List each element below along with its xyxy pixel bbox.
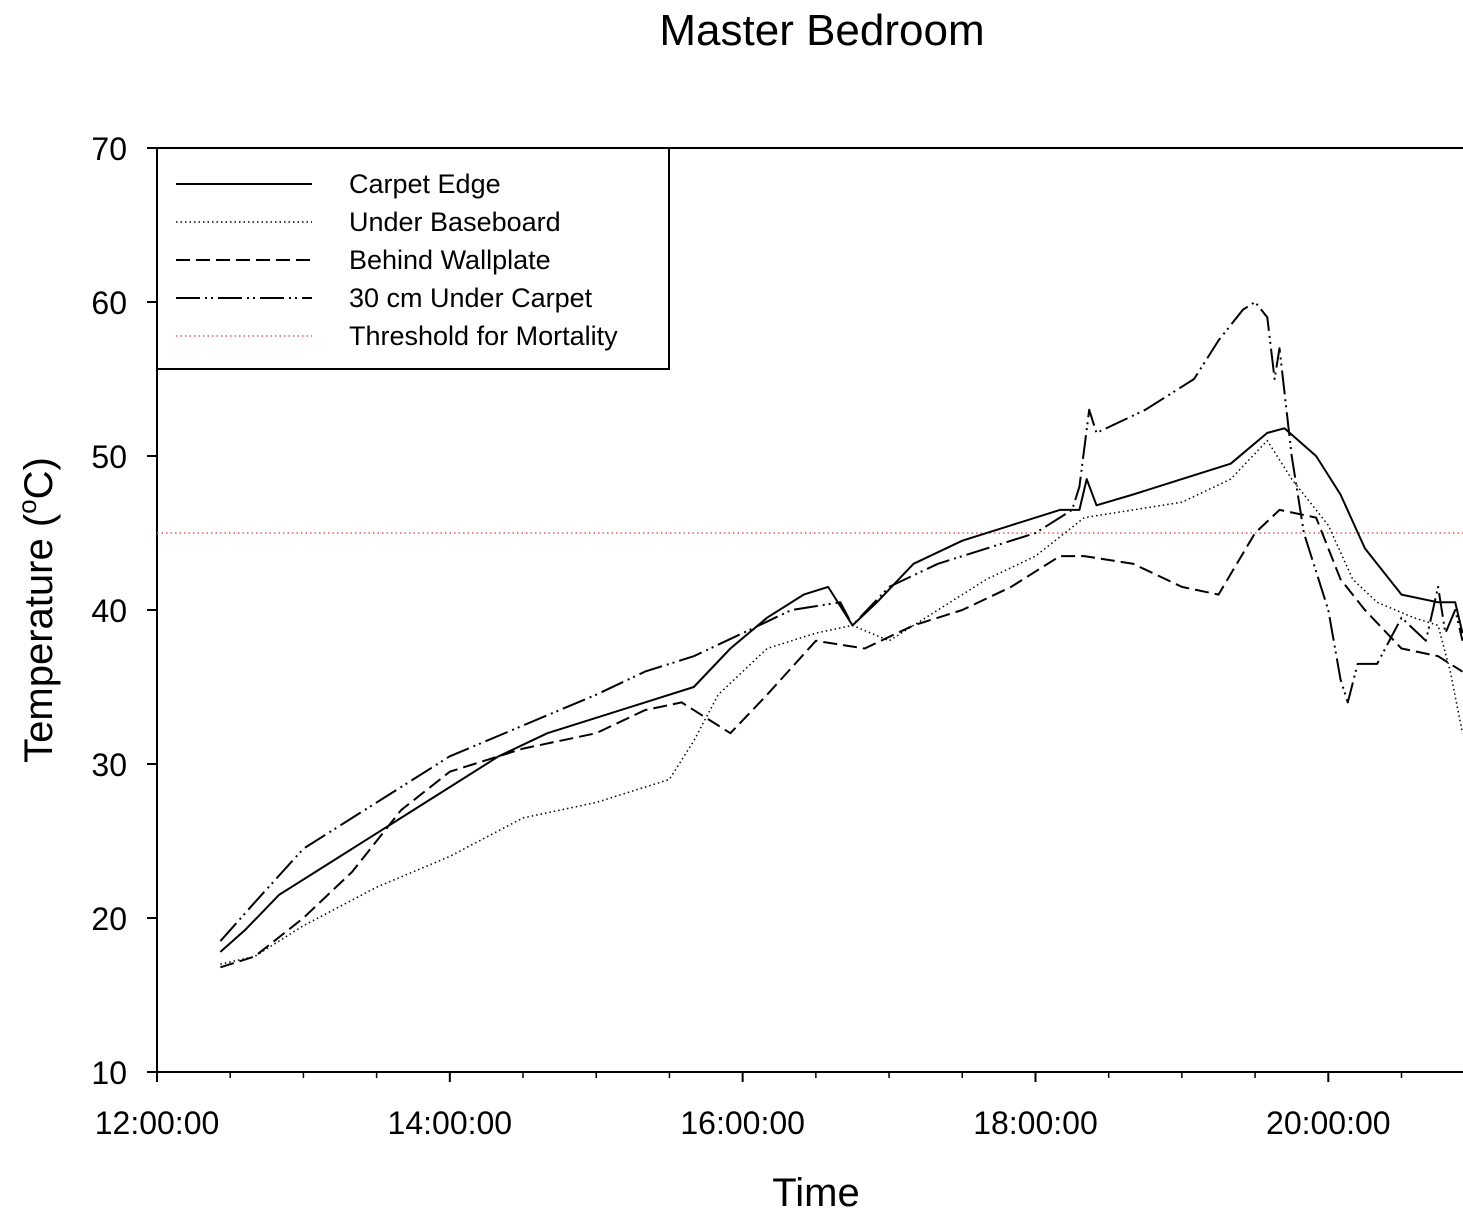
y-tick-label: 10: [91, 1055, 127, 1091]
x-tick-label: 16:00:00: [680, 1105, 805, 1141]
legend-label: Carpet Edge: [349, 169, 501, 199]
y-axis-label-superscript: o: [12, 499, 42, 513]
legend-label: 30 cm Under Carpet: [349, 283, 593, 313]
x-axis: 12:00:00 14:00:00 16:00:00 18:00:00 20:00:00: [95, 1072, 1403, 1141]
series-line-2: [220, 439, 1463, 965]
legend: Carpet Edge Under Baseboard Behind Wallpla…: [156, 147, 670, 370]
y-axis-label: Temperature (oC): [12, 457, 61, 763]
x-tick-label: 18:00:00: [973, 1105, 1098, 1141]
y-axis-label-tail: C): [17, 457, 61, 499]
y-tick-label: 20: [91, 901, 127, 937]
y-axis: 10 20 30 40 50 60 70: [91, 131, 157, 1091]
x-tick-label: 14:00:00: [388, 1105, 513, 1141]
x-tick-label: 20:00:00: [1266, 1105, 1391, 1141]
legend-label: Behind Wallplate: [349, 245, 551, 275]
x-tick-label: 12:00:00: [95, 1105, 220, 1141]
y-axis-label-main: Temperature (: [17, 513, 61, 763]
x-axis-label: Time: [772, 1171, 859, 1215]
series-line-4: [219, 301, 1463, 942]
y-tick-label: 50: [91, 439, 127, 475]
chart-title: Master Bedroom: [659, 6, 984, 55]
legend-label: Under Baseboard: [349, 207, 561, 237]
legend-label: Threshold for Mortality: [349, 321, 618, 351]
y-tick-label: 30: [91, 747, 127, 783]
y-tick-label: 60: [91, 285, 127, 321]
series-line-1: [219, 427, 1463, 953]
y-tick-label: 40: [91, 593, 127, 629]
series-line-3: [220, 508, 1463, 969]
y-tick-label: 70: [91, 131, 127, 167]
